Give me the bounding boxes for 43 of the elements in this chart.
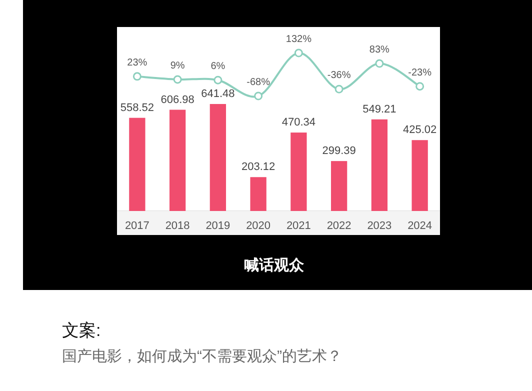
bar bbox=[169, 110, 186, 211]
data-label: 606.98 bbox=[160, 94, 194, 106]
point bbox=[254, 92, 263, 100]
point bbox=[214, 76, 222, 84]
point bbox=[173, 75, 182, 84]
x-tick-label: 2021 bbox=[286, 220, 311, 232]
data-label: 558.52 bbox=[120, 102, 154, 114]
data-label: 641.48 bbox=[201, 88, 235, 100]
data-label: 132% bbox=[286, 34, 312, 45]
bar bbox=[330, 161, 348, 211]
data-label: -68% bbox=[246, 77, 270, 88]
data-label: 203.12 bbox=[241, 161, 276, 174]
point bbox=[294, 48, 303, 58]
text: 喊话观众 bbox=[244, 257, 305, 274]
data-label: 6% bbox=[210, 61, 226, 72]
point bbox=[132, 72, 142, 81]
bar bbox=[250, 177, 266, 211]
bar bbox=[210, 104, 226, 211]
data-label: 299.39 bbox=[322, 145, 356, 158]
data-label: 83% bbox=[369, 44, 390, 56]
data-label: -23% bbox=[408, 67, 432, 78]
text: 国产电影，如何成为“不需要观众”的艺术？ bbox=[62, 348, 342, 365]
bar bbox=[371, 119, 388, 211]
data-label: 425.02 bbox=[402, 124, 437, 136]
x-tick-label: 2022 bbox=[326, 220, 352, 232]
data-label: 9% bbox=[170, 60, 185, 72]
data-label: 23% bbox=[127, 57, 148, 68]
x-tick-label: 2020 bbox=[246, 220, 271, 232]
x-tick-label: 2018 bbox=[165, 220, 190, 232]
point bbox=[334, 84, 344, 94]
text: 文案: bbox=[62, 321, 101, 340]
point bbox=[416, 82, 424, 91]
point bbox=[375, 59, 384, 68]
bar bbox=[290, 132, 307, 211]
x-tick-label: 2017 bbox=[124, 220, 150, 232]
data-label: -36% bbox=[327, 70, 351, 82]
x-tick-label: 2024 bbox=[408, 220, 432, 232]
data-label: 549.21 bbox=[362, 103, 396, 116]
x-tick-label: 2019 bbox=[206, 220, 230, 232]
bar bbox=[129, 118, 146, 211]
x-tick-label: 2023 bbox=[367, 220, 392, 232]
data-label: 470.34 bbox=[282, 116, 316, 129]
bar bbox=[412, 140, 428, 211]
